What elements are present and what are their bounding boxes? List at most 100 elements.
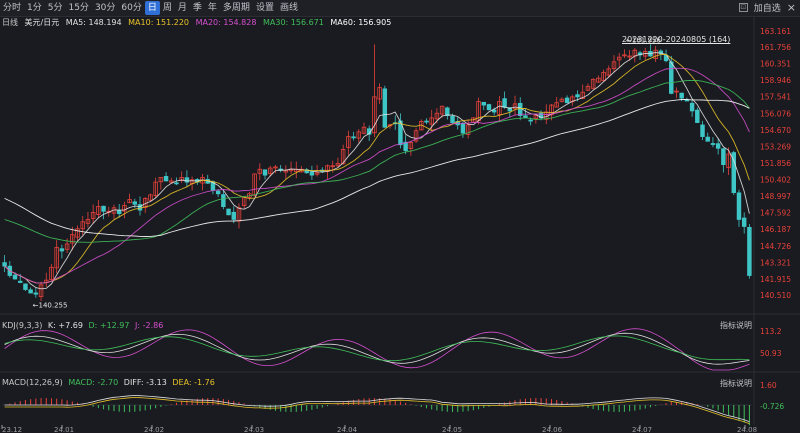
close-icon[interactable]: ×	[786, 1, 796, 14]
candle-body	[564, 97, 570, 104]
kdj-k: K: +7.69	[47, 321, 83, 330]
period-tab-11[interactable]: 多周期	[222, 3, 250, 13]
period-tab-5[interactable]: 60分	[121, 3, 142, 13]
period-tab-2[interactable]: 5分	[47, 3, 63, 13]
macd-dea: DEA: -1.76	[172, 378, 215, 387]
period-tab-0[interactable]: 分时	[3, 3, 22, 13]
kdj-axis-label: 113.2	[760, 327, 782, 336]
candle-body	[122, 205, 127, 212]
expand-icon[interactable]: ⊡	[738, 3, 748, 12]
period-tab-4[interactable]: 30分	[94, 3, 116, 13]
candle-body	[90, 212, 96, 219]
candle-body	[429, 117, 434, 125]
kdj-k-line	[4, 332, 750, 365]
period-tab-6[interactable]: 日	[144, 1, 160, 15]
price-tick-label: 141.915	[760, 275, 791, 284]
ma20-line	[4, 67, 750, 284]
candle-body	[721, 148, 726, 165]
candle-body	[518, 102, 523, 116]
price-tick-label: 160.351	[760, 60, 791, 69]
candle-body	[70, 234, 75, 244]
candle-body	[361, 126, 367, 134]
kdj-j-line	[4, 328, 750, 371]
max-price-label: ←161.956	[626, 36, 661, 44]
candle-body	[221, 194, 226, 208]
candle-body	[549, 104, 554, 116]
period-tab-8[interactable]: 月	[177, 3, 187, 13]
candle-body	[580, 91, 585, 99]
legend-symbol: 美元/日元	[24, 18, 60, 27]
candle-body	[28, 289, 33, 294]
candle-body	[538, 112, 544, 119]
candle-body	[424, 120, 429, 123]
candle-body	[611, 61, 617, 70]
candle-body	[309, 171, 315, 176]
candle-body	[268, 167, 273, 174]
candle-body	[596, 77, 601, 83]
macd-explain-button[interactable]: 指标说明	[720, 379, 752, 388]
price-tick-label: 153.269	[760, 142, 791, 151]
x-tick-label: 24.01	[54, 426, 74, 433]
candle-body	[75, 228, 80, 238]
candle-body	[257, 168, 263, 174]
x-tick-label: 24.05	[442, 426, 462, 433]
legend-ma10: MA10: 151.220	[128, 18, 190, 27]
candle-body	[622, 54, 627, 57]
period-tab-10[interactable]: 年	[207, 3, 217, 13]
candle-body	[153, 181, 158, 196]
ma-legend: 日线 美元/日元 MA5: 148.194 MA10: 151.220 MA20…	[2, 17, 395, 28]
candle-body	[54, 247, 59, 269]
price-tick-label: 163.161	[760, 27, 791, 36]
ma30-line	[4, 79, 750, 243]
candle-body	[2, 262, 7, 267]
legend-ma30: MA30: 156.671	[262, 18, 324, 27]
candle-body	[101, 205, 106, 212]
candle-body	[169, 180, 174, 183]
candle-body	[450, 115, 455, 123]
candle-body	[533, 115, 539, 119]
x-tick-label: 24.08	[737, 426, 757, 433]
candle-body	[507, 107, 513, 112]
candle-body	[700, 124, 705, 137]
period-tab-12[interactable]: 设置	[255, 3, 274, 13]
add-watchlist-button[interactable]: 加自选	[753, 4, 781, 14]
legend-ma20: MA20: 154.828	[195, 18, 257, 27]
price-tick-label: 157.541	[760, 92, 791, 101]
candle-body	[377, 87, 382, 100]
candle-body	[606, 68, 611, 76]
candle-body	[726, 153, 731, 168]
kdj-explain-button[interactable]: 指标说明	[720, 321, 752, 330]
candle-body	[215, 190, 221, 195]
candle-body	[731, 152, 736, 194]
period-tab-13[interactable]: 画线	[279, 3, 298, 13]
x-tick-label: 24.03	[244, 426, 264, 433]
candle-body	[616, 56, 622, 61]
candle-body	[486, 104, 492, 111]
candle-body	[481, 101, 486, 106]
x-tick-label: 23.12	[2, 426, 22, 433]
ma60-line	[4, 99, 750, 237]
kdj-d: D: +12.97	[88, 321, 130, 330]
candle-body	[439, 105, 445, 115]
min-price-label: ←140.255	[33, 302, 68, 310]
candle-body	[715, 143, 721, 149]
candle-body	[590, 78, 596, 89]
candle-body	[601, 71, 606, 82]
period-tab-7[interactable]: 周	[162, 3, 172, 13]
price-tick-label: 140.510	[760, 291, 791, 300]
candle-body	[335, 163, 341, 167]
legend-ma60: MA60: 156.905	[330, 18, 392, 27]
candle-body	[148, 194, 153, 201]
candle-body	[658, 50, 664, 55]
range-label[interactable]: 20231220-20240805 (164)	[622, 35, 731, 44]
period-tab-9[interactable]: 季	[192, 3, 202, 13]
x-tick-label: 24.07	[632, 426, 652, 433]
price-tick-label: 147.592	[760, 209, 791, 218]
candle-body	[64, 243, 70, 250]
kdj-axis-label: 50.93	[760, 349, 782, 358]
period-tab-3[interactable]: 15分	[68, 3, 89, 13]
period-tab-1[interactable]: 1分	[27, 3, 42, 13]
candle-body	[554, 102, 559, 108]
price-tick-label: 146.187	[760, 225, 791, 234]
